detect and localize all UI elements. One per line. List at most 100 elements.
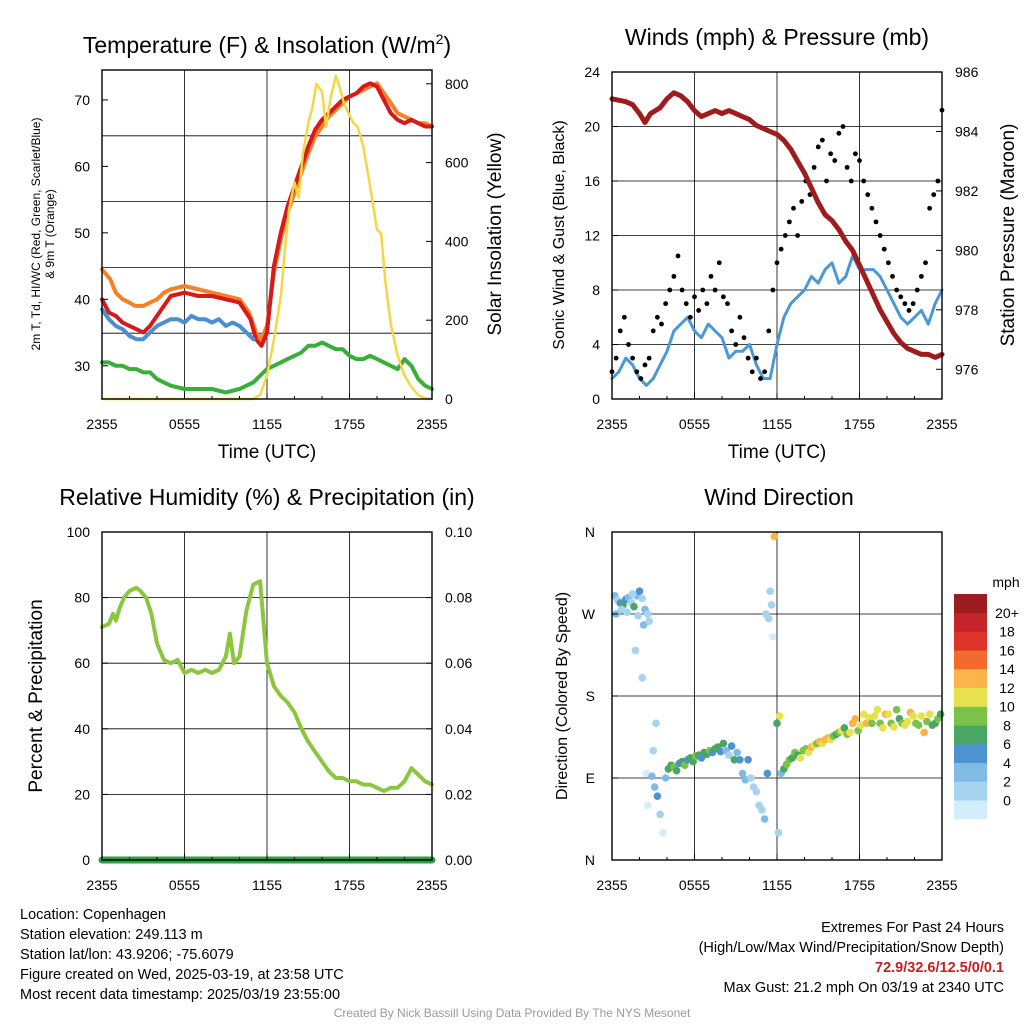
gust-point: [737, 314, 743, 320]
wind-direction-point: [917, 712, 926, 720]
x-tick-label: 0555: [679, 416, 710, 432]
gust-point: [786, 219, 792, 225]
credit-text: Created By Nick Bassill Using Data Provi…: [333, 1006, 691, 1020]
wind-direction-point: [628, 590, 637, 598]
y-left-tick-label: 40: [74, 721, 90, 737]
gust-point: [902, 301, 908, 307]
gust-point: [733, 342, 739, 347]
x-tick-label: 1155: [762, 416, 792, 432]
dewpoint-line: [100, 340, 434, 395]
gust-point: [861, 178, 867, 184]
gust-point: [675, 253, 681, 259]
y-right-tick-label: 0.02: [445, 786, 472, 802]
colorbar-segment: [954, 725, 987, 745]
wind-direction-point: [870, 712, 879, 720]
wind-direction-point: [760, 815, 769, 823]
y-left-tick-label: E: [586, 770, 595, 786]
gust-point: [663, 301, 669, 307]
colorbar-segment: [954, 669, 987, 689]
panel-1-title: Temperature (F) & Insolation (W/m2): [83, 31, 451, 58]
panel-4-y-left-label: Direction (Colored By Speed): [554, 592, 571, 800]
colorbar-title: mph: [992, 574, 1019, 590]
wind-direction-point: [635, 587, 644, 596]
gust-point: [774, 260, 780, 266]
gust-point: [918, 273, 924, 279]
wind-direction-point: [656, 810, 664, 819]
gust-point: [844, 164, 850, 170]
gust-point: [791, 205, 796, 211]
wind-direction-point: [769, 632, 777, 641]
wind-direction-point: [909, 712, 917, 720]
wind-direction-point: [727, 742, 736, 750]
x-tick-label: 2355: [416, 877, 447, 893]
gust-point: [630, 355, 636, 361]
relative-humidity-line: [100, 579, 434, 794]
gust-point: [824, 178, 829, 184]
wind-direction-point: [766, 587, 774, 596]
insolation-line: [100, 74, 434, 401]
colorbar-label: 18: [999, 624, 1015, 640]
gust-point: [832, 158, 838, 163]
colorbar-label: 10: [999, 699, 1015, 715]
x-tick-label: 0555: [679, 877, 710, 893]
wind-direction-point: [925, 710, 934, 719]
wind-direction-point: [868, 719, 876, 728]
extremes-panel: Extremes For Past 24 Hours (High/Low/Max…: [699, 918, 1004, 998]
gust-point: [692, 294, 697, 300]
wind-direction-point: [892, 705, 901, 714]
wind-direction-point: [764, 614, 773, 623]
extremes-title: Extremes For Past 24 Hours: [821, 920, 1004, 936]
panel-2-y-right-label: Station Pressure (Maroon): [998, 124, 1019, 347]
colorbar-segment: [954, 594, 987, 614]
y-left-tick-label: 50: [74, 225, 90, 241]
gust-point: [749, 369, 755, 375]
gust-point: [799, 199, 805, 204]
panel-3-grid: [102, 532, 432, 860]
wind-direction-point: [672, 766, 681, 775]
y-right-tick-label: 600: [445, 155, 469, 171]
x-tick-label: 1155: [252, 877, 282, 893]
pressure-line: [609, 90, 945, 360]
wind-direction-point: [730, 755, 739, 764]
gust-point: [621, 314, 627, 320]
y-left-tick-label: 0: [82, 852, 90, 868]
latlon-text: Station lat/lon: 43.9206; -75.6079: [20, 947, 234, 963]
colorbar-segment: [954, 687, 987, 707]
wind-direction-point: [859, 710, 868, 719]
x-tick-label: 1755: [844, 877, 875, 893]
y-left-tick-label: 40: [74, 291, 90, 307]
colorbar-segment: [954, 612, 987, 632]
gust-point: [659, 321, 664, 327]
gust-point: [729, 328, 735, 334]
x-tick-label: 1155: [762, 877, 792, 893]
panel-3-title: Relative Humidity (%) & Precipitation (i…: [59, 484, 474, 510]
wind-direction-point: [752, 787, 761, 796]
wind-direction-point: [744, 755, 752, 764]
y-left-tick-label: 80: [74, 590, 90, 606]
elevation-text: Station elevation: 249.113 m: [20, 927, 203, 943]
colorbar-label: 2: [1003, 774, 1011, 790]
y-right-tick-label: 0.04: [445, 721, 472, 737]
colorbar-segment: [954, 744, 987, 764]
gust-point: [650, 328, 656, 334]
colorbar-segment: [954, 781, 987, 801]
gust-point: [782, 233, 788, 238]
wind-direction-point: [796, 754, 805, 762]
gust-point: [857, 158, 862, 163]
gust-point: [910, 301, 916, 307]
gust-point: [687, 314, 693, 320]
panel-1-x-label: Time (UTC): [218, 442, 317, 463]
wind-direction-point: [643, 610, 652, 618]
gust-point: [745, 355, 751, 361]
gust-point: [613, 355, 619, 361]
gust-point: [848, 178, 854, 184]
gust-point: [873, 219, 879, 225]
y-right-tick-label: 0.08: [445, 590, 472, 606]
recent-data-text: Most recent data timestamp: 2025/03/19 2…: [20, 987, 341, 1003]
wind-direction-point: [770, 532, 779, 541]
x-tick-label: 0555: [169, 877, 200, 893]
heat-index-line: [100, 307, 256, 342]
gust-point: [927, 205, 933, 211]
x-tick-label: 2355: [926, 877, 957, 893]
